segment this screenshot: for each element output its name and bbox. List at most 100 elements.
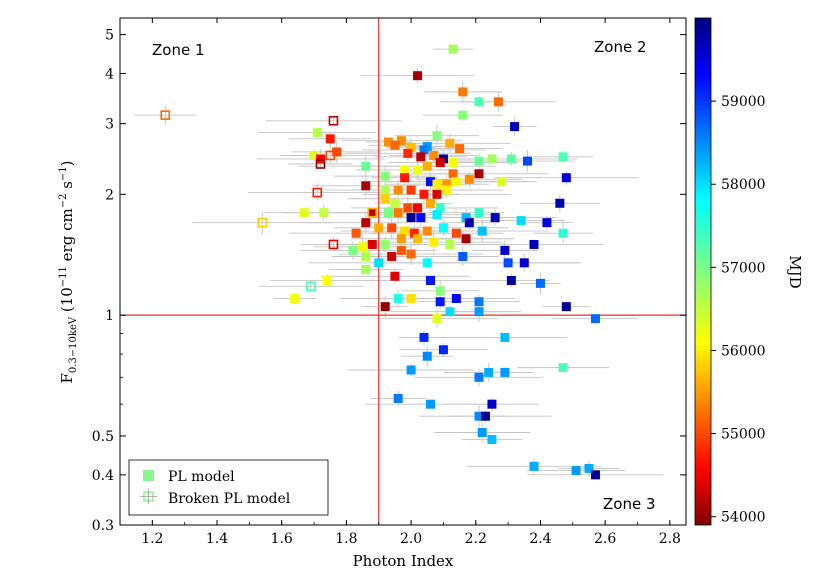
pl-point bbox=[442, 179, 452, 189]
pl-point bbox=[558, 152, 568, 162]
y-label-part-d: ) bbox=[58, 160, 76, 166]
pl-point bbox=[380, 171, 390, 181]
pl-point bbox=[493, 97, 503, 107]
y-axis-ticks: 0.3 0.4 0.5 1 2 3 4 5 bbox=[92, 28, 686, 534]
pl-point bbox=[422, 258, 432, 268]
pl-point bbox=[487, 399, 497, 409]
zone-3-label: Zone 3 bbox=[603, 495, 656, 513]
pl-point bbox=[387, 223, 397, 233]
pl-point bbox=[403, 203, 413, 213]
pl-point bbox=[387, 251, 397, 261]
pl-point bbox=[429, 237, 439, 247]
pl-point bbox=[361, 218, 371, 228]
pl-point bbox=[474, 156, 484, 166]
pl-point bbox=[474, 411, 484, 421]
pl-point bbox=[406, 249, 416, 259]
pl-point bbox=[445, 307, 455, 317]
y-label-part-a: (10 bbox=[58, 287, 76, 317]
pl-point bbox=[425, 177, 435, 187]
pl-point bbox=[529, 461, 539, 471]
pl-point bbox=[458, 251, 468, 261]
pl-point bbox=[380, 185, 390, 195]
pl-point bbox=[451, 177, 461, 187]
pl-point bbox=[374, 223, 384, 233]
pl-point bbox=[451, 294, 461, 304]
pl-point bbox=[480, 411, 490, 421]
pl-point bbox=[380, 194, 390, 204]
pl-point bbox=[500, 332, 510, 342]
pl-point bbox=[435, 158, 445, 168]
broken-pl-point bbox=[315, 159, 326, 169]
pl-point bbox=[419, 189, 429, 199]
colorbar-gradient bbox=[694, 17, 712, 526]
pl-point bbox=[312, 128, 322, 138]
pl-point bbox=[448, 158, 458, 168]
x-tick-label: 2.4 bbox=[529, 531, 551, 547]
pl-point bbox=[332, 147, 342, 157]
y-label-part-b: erg cm bbox=[58, 208, 76, 266]
pl-point bbox=[380, 239, 390, 249]
pl-point bbox=[361, 161, 371, 171]
x-axis-ticks: 1.2 1.4 1.6 1.8 2.0 2.2 2.4 2.6 2.8 bbox=[119, 18, 681, 547]
y-label-base: F bbox=[58, 373, 76, 383]
pl-point bbox=[390, 271, 400, 281]
pl-point bbox=[367, 239, 377, 249]
pl-point bbox=[432, 131, 442, 141]
pl-point bbox=[497, 177, 507, 187]
pl-point bbox=[422, 226, 432, 236]
pl-point bbox=[506, 275, 516, 285]
colorbar-tick-label: 58000 bbox=[721, 177, 766, 193]
pl-point bbox=[383, 137, 393, 147]
broken-pl-point bbox=[328, 239, 339, 250]
pl-point bbox=[506, 154, 516, 164]
y-tick-label: 0.3 bbox=[92, 518, 114, 534]
error-bars bbox=[134, 46, 664, 478]
pl-point bbox=[438, 345, 448, 355]
pl-point bbox=[425, 198, 435, 208]
pl-point bbox=[380, 302, 390, 312]
x-tick-label: 2.2 bbox=[465, 531, 487, 547]
pl-point bbox=[413, 165, 423, 175]
pl-point bbox=[361, 264, 371, 274]
pl-point bbox=[419, 332, 429, 342]
pl-point bbox=[477, 226, 487, 236]
colorbar-tick-label: 59000 bbox=[721, 94, 766, 110]
x-tick-label: 1.8 bbox=[335, 531, 357, 547]
pl-point bbox=[474, 307, 484, 317]
colorbar-tick-label: 54000 bbox=[721, 510, 766, 526]
pl-point bbox=[500, 367, 510, 377]
pl-point bbox=[425, 399, 435, 409]
y-label-exp-1: −11 bbox=[58, 266, 69, 287]
pl-point bbox=[422, 161, 432, 171]
broken-pl-point bbox=[367, 207, 378, 218]
pl-point bbox=[477, 428, 487, 438]
y-label-exp-2: −2 bbox=[58, 194, 69, 209]
pl-point bbox=[422, 351, 432, 361]
colorbar-tick-label: 57000 bbox=[721, 260, 766, 276]
pl-point bbox=[348, 245, 358, 255]
pl-point bbox=[474, 97, 484, 107]
pl-point bbox=[464, 174, 474, 184]
pl-point bbox=[510, 122, 520, 132]
pl-point bbox=[432, 189, 442, 199]
pl-point bbox=[367, 208, 377, 218]
pl-point bbox=[461, 234, 471, 244]
broken-pl-point bbox=[312, 187, 323, 198]
pl-point bbox=[464, 218, 474, 228]
pl-point bbox=[490, 213, 500, 223]
pl-point bbox=[413, 234, 423, 244]
pl-point bbox=[316, 154, 326, 164]
pl-point bbox=[442, 185, 452, 195]
pl-point bbox=[429, 150, 439, 160]
broken-pl-point bbox=[160, 110, 171, 120]
colorbar: 54000 55000 56000 57000 58000 59000 MJD bbox=[694, 17, 804, 526]
pl-point bbox=[319, 208, 329, 218]
pl-point bbox=[445, 138, 455, 148]
pl-point bbox=[409, 228, 419, 238]
pl-point bbox=[590, 314, 600, 324]
y-tick-label: 0.4 bbox=[92, 468, 114, 484]
pl-point bbox=[396, 234, 406, 244]
pl-point bbox=[458, 110, 468, 120]
pl-point bbox=[500, 245, 510, 255]
pl-point bbox=[325, 134, 335, 144]
